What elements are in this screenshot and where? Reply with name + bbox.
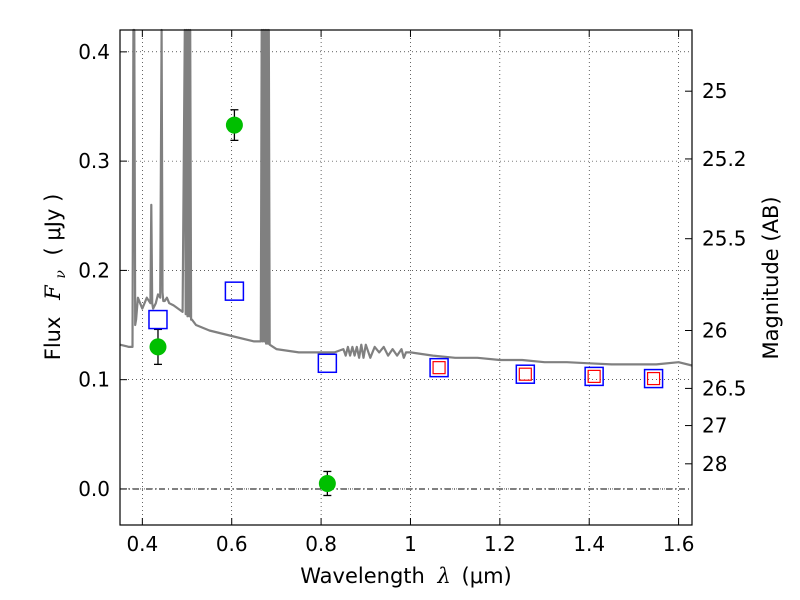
model-square-ir bbox=[646, 371, 661, 386]
y-axis-label: Flux F ν ( μJy ) bbox=[41, 194, 70, 361]
observed-point bbox=[318, 474, 336, 492]
tick-marks bbox=[120, 30, 692, 525]
model-square bbox=[224, 281, 245, 301]
x-tick-label: 0.8 bbox=[305, 532, 337, 556]
model-square-ir bbox=[432, 361, 446, 375]
y-tick-label: 0.1 bbox=[78, 368, 110, 392]
model-square bbox=[317, 353, 338, 374]
model-square bbox=[515, 364, 536, 384]
x-tick-label: 0.4 bbox=[126, 532, 158, 556]
x-tick-label: 0.6 bbox=[216, 532, 248, 556]
grid-lines bbox=[120, 30, 692, 525]
x-axis-label-unit: (μm) bbox=[462, 564, 512, 588]
y2-tick-label: 25.2 bbox=[702, 147, 747, 171]
model-square-ir bbox=[518, 367, 532, 381]
y-axis-label-prefix: Flux bbox=[41, 317, 65, 361]
model-square bbox=[643, 368, 664, 389]
y2-tick-label: 26.5 bbox=[702, 376, 747, 400]
plot-frame bbox=[119, 29, 693, 526]
y-axis-label-symbol: F bbox=[41, 284, 65, 301]
spectrum-line bbox=[119, 28, 693, 367]
x-tick-label: 1.4 bbox=[573, 532, 605, 556]
y2-axis-label: Magnitude (AB) bbox=[759, 196, 783, 359]
y2-tick-label: 25 bbox=[702, 79, 727, 103]
model-square bbox=[148, 309, 168, 330]
x-axis-label: Wavelength λ (μm) bbox=[300, 564, 511, 588]
x-tick-label: 1.6 bbox=[663, 532, 695, 556]
observed-point bbox=[225, 116, 243, 134]
model-square bbox=[429, 357, 449, 378]
plot-background bbox=[120, 30, 692, 525]
observed-point bbox=[149, 338, 167, 356]
model-square-ir bbox=[587, 369, 601, 383]
y-tick-label: 0.4 bbox=[78, 40, 110, 64]
y-axis-label-sub: ν bbox=[53, 270, 69, 279]
model-square bbox=[584, 366, 604, 387]
y2-tick-label: 28 bbox=[702, 452, 727, 476]
x-axis-label-prefix: Wavelength bbox=[300, 564, 425, 588]
x-axis-label-symbol: λ bbox=[437, 564, 451, 588]
y2-tick-label: 27 bbox=[702, 414, 727, 438]
x-tick-label: 1 bbox=[404, 532, 417, 556]
y2-tick-label: 26 bbox=[702, 318, 727, 342]
y-axis-label-unit: ( μJy ) bbox=[41, 194, 65, 256]
y-tick-label: 0.2 bbox=[78, 258, 110, 282]
spectrum-layer bbox=[119, 28, 693, 367]
y2-tick-label: 25.5 bbox=[702, 227, 747, 251]
points-layer bbox=[148, 109, 664, 497]
y-tick-label: 0.3 bbox=[78, 149, 110, 173]
tick-labels: 0.4 0.6 0.8 1 1.2 1.4 1.6 0.0 0.1 0.2 0.3 0.4 25 25.2… bbox=[78, 40, 746, 556]
y-tick-label: 0.0 bbox=[78, 477, 110, 501]
x-tick-label: 1.2 bbox=[484, 532, 516, 556]
